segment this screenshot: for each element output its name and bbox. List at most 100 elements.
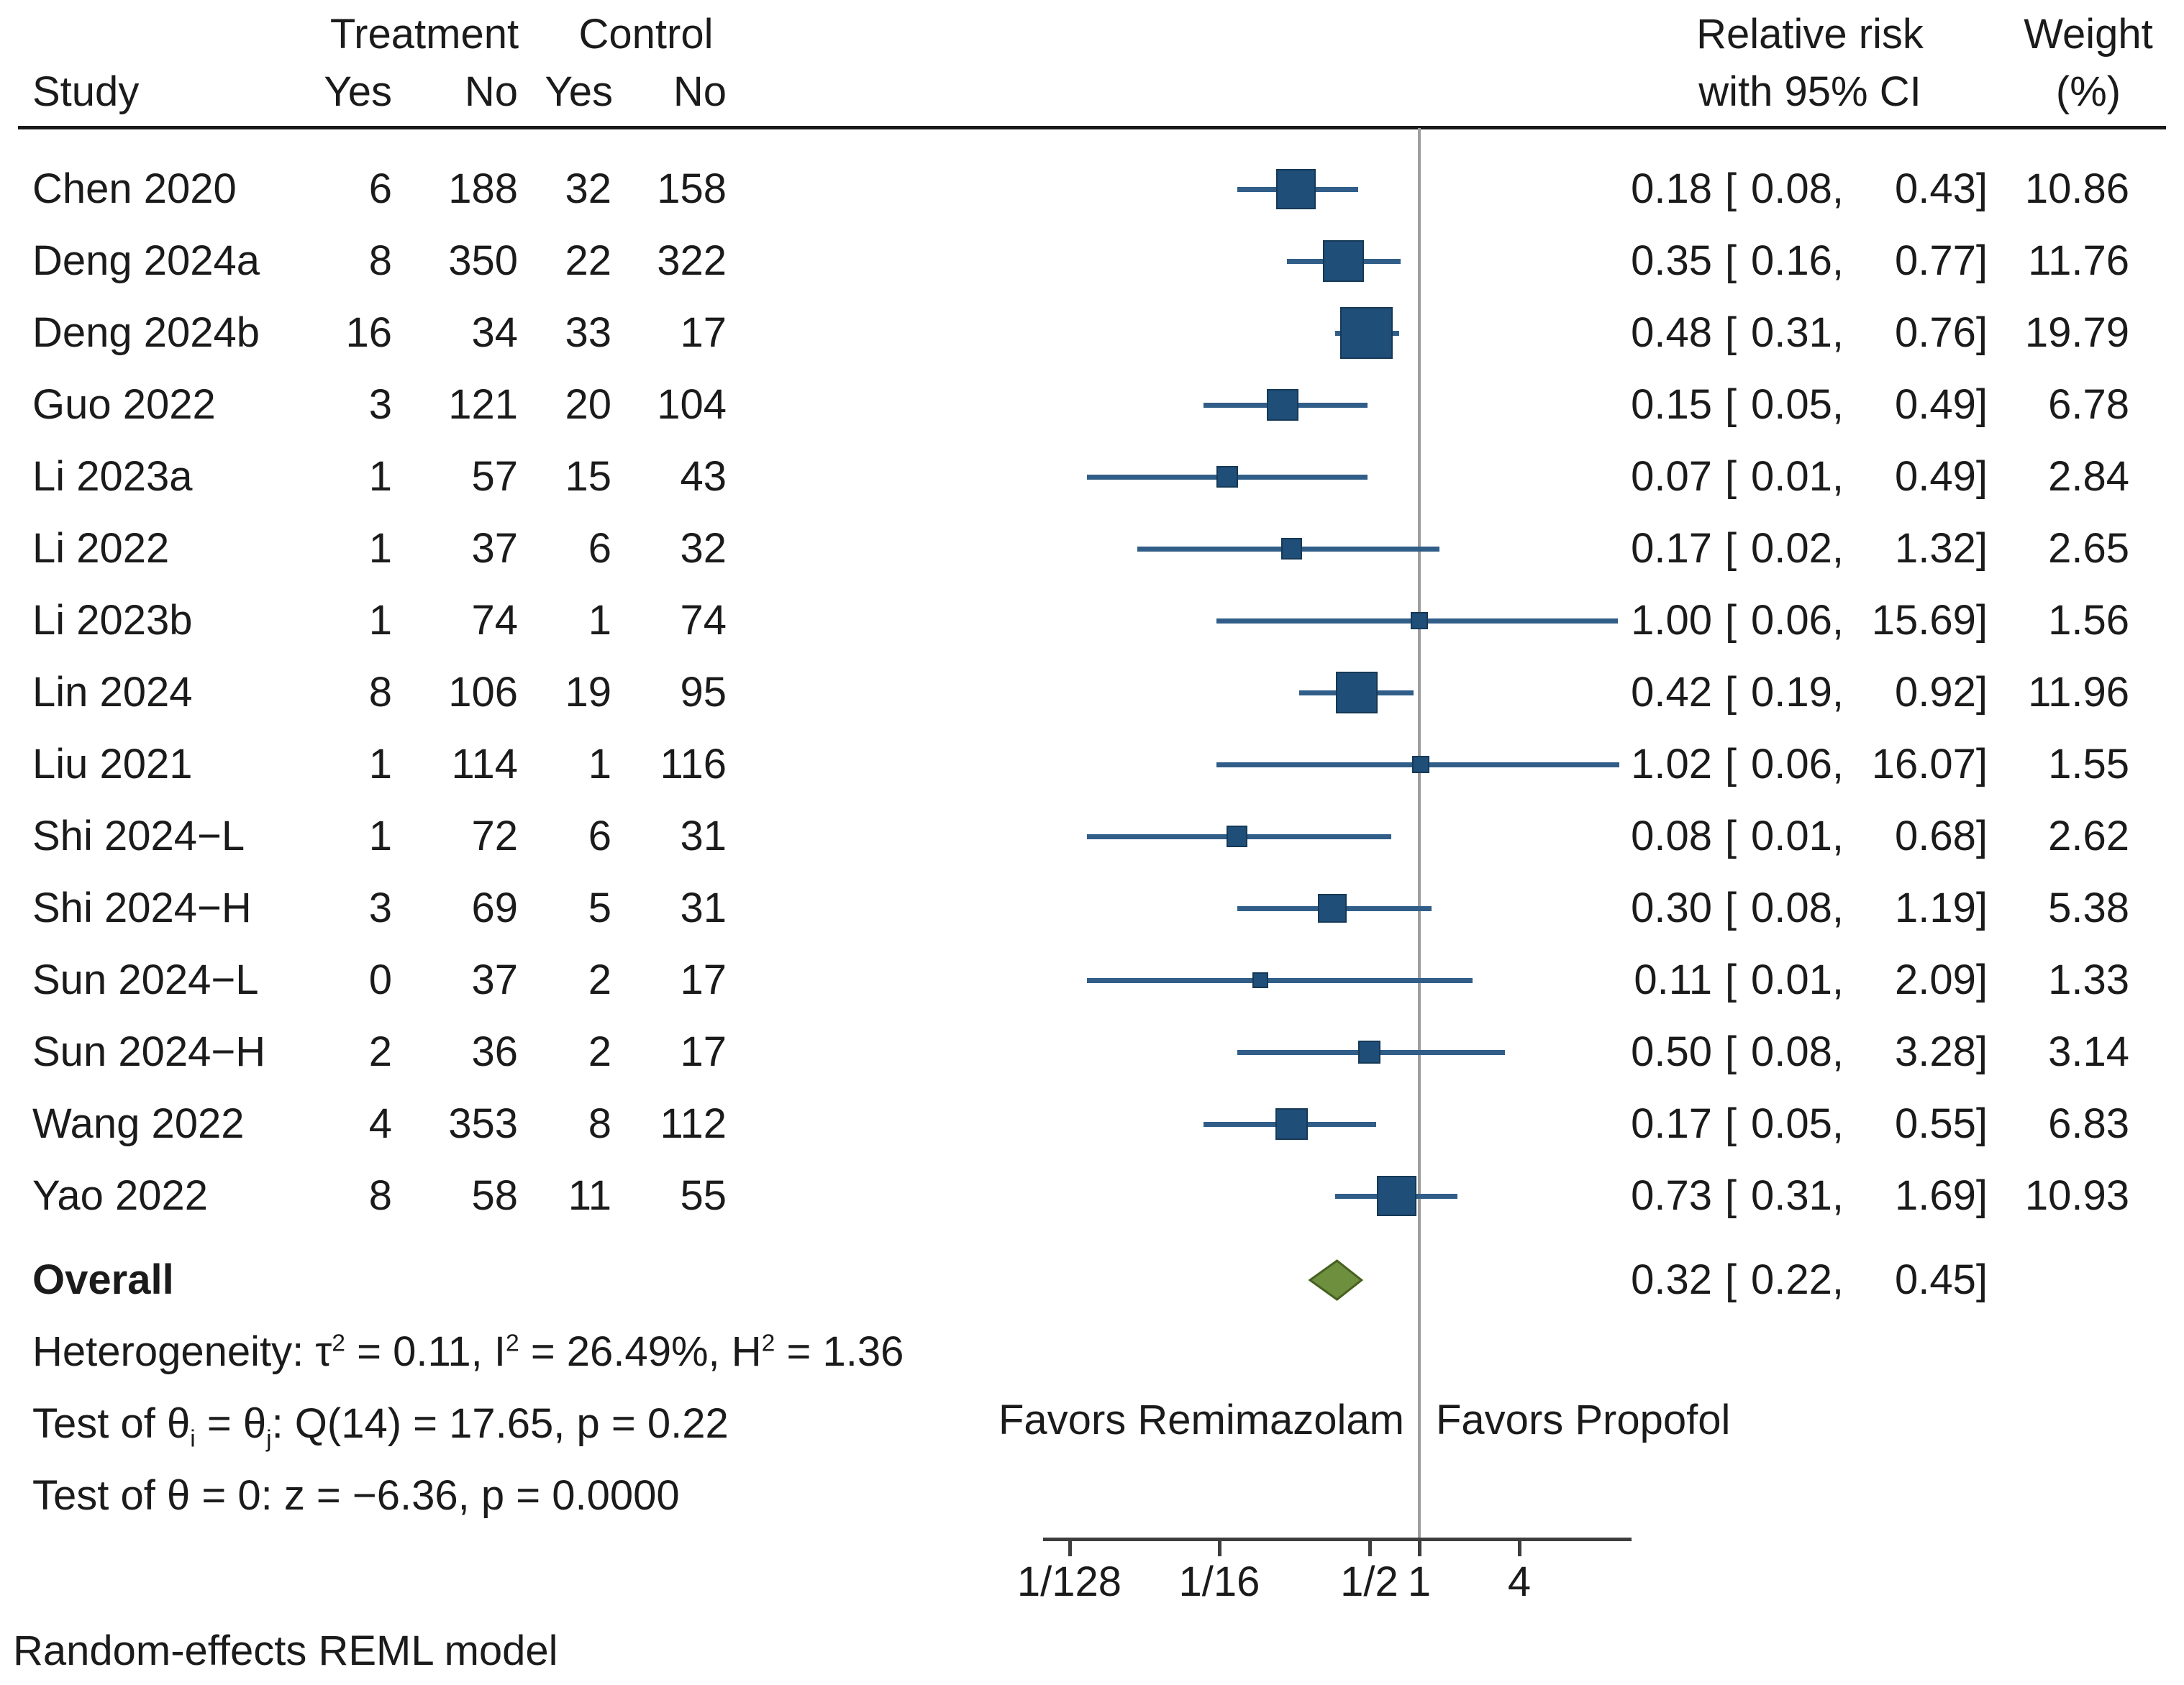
- ci-open-bracket: [: [1725, 165, 1737, 212]
- control-no-value: 17: [680, 956, 727, 1003]
- control-yes-value: 1: [588, 597, 611, 644]
- control-no-value: 55: [680, 1172, 727, 1219]
- treatment-no-value: 58: [471, 1172, 518, 1219]
- effect-square: [1282, 539, 1301, 558]
- control-no-value: 95: [680, 669, 727, 716]
- study-name: Deng 2024b: [32, 309, 260, 356]
- axis-tick: [1218, 1538, 1221, 1556]
- column-header-treatment: Treatment: [329, 11, 519, 58]
- overall-diamond-shape: [1308, 1259, 1364, 1301]
- ci-upper: 16.07]: [1871, 741, 1988, 787]
- treatment-yes-value: 1: [368, 813, 392, 859]
- ci-open-bracket: [: [1725, 1100, 1737, 1147]
- reference-line: [1418, 128, 1421, 1538]
- overall-diamond: [1308, 1259, 1364, 1301]
- treatment-no-value: 37: [471, 525, 518, 572]
- treatment-no-value: 37: [471, 956, 518, 1003]
- overall-ci-open-bracket: [: [1725, 1256, 1737, 1303]
- ci-lower: 0.19,: [1751, 669, 1844, 716]
- ci-lower: 0.01,: [1751, 453, 1844, 500]
- x-axis-line: [1043, 1538, 1632, 1541]
- weight-value: 3.14: [2048, 1028, 2129, 1075]
- weight-value: 11.76: [2028, 237, 2129, 284]
- ci-upper: 0.76]: [1895, 309, 1988, 356]
- control-yes-value: 2: [588, 956, 611, 1003]
- header-rule: [18, 126, 2166, 129]
- effect-square: [1228, 827, 1247, 846]
- treatment-no-value: 69: [471, 885, 518, 931]
- control-yes-value: 22: [565, 237, 611, 284]
- study-row: Sun 2024−L 0 37 2 17 0.11 [0.01, 2.09] 1.33: [0, 944, 2184, 1016]
- rr-estimate: 0.18: [1631, 165, 1712, 212]
- footnote-model: Random-effects REML model: [13, 1627, 558, 1674]
- ci-lower: 0.08,: [1751, 885, 1844, 931]
- ci-lower: 0.01,: [1751, 813, 1844, 859]
- ci-upper: 2.09]: [1895, 956, 1988, 1003]
- ci-upper: 0.92]: [1895, 669, 1988, 716]
- rr-estimate: 0.17: [1631, 525, 1712, 572]
- treatment-no-value: 36: [471, 1028, 518, 1075]
- ci-upper: 0.49]: [1895, 381, 1988, 428]
- study-name: Wang 2022: [32, 1100, 245, 1147]
- study-row: Shi 2024−L 1 72 6 31 0.08 [0.01, 0.68] 2.62: [0, 800, 2184, 872]
- overall-label: Overall: [32, 1256, 174, 1303]
- rr-estimate: 1.00: [1631, 597, 1712, 644]
- rr-estimate: 0.35: [1631, 237, 1712, 284]
- control-no-value: 158: [657, 165, 727, 212]
- ci-lower: 0.05,: [1751, 381, 1844, 428]
- study-row: Liu 2021 1 114 1 116 1.02 [0.06, 16.07] 1.55: [0, 729, 2184, 800]
- ci-open-bracket: [: [1725, 885, 1737, 931]
- ci-upper: 1.69]: [1895, 1172, 1988, 1219]
- ci-upper: 1.19]: [1895, 885, 1988, 931]
- study-name: Shi 2024−H: [32, 885, 252, 931]
- treatment-yes-value: 1: [368, 453, 392, 500]
- weight-value: 2.65: [2048, 525, 2129, 572]
- ci-open-bracket: [: [1725, 525, 1737, 572]
- ci-upper: 0.43]: [1895, 165, 1988, 212]
- treatment-yes-value: 1: [368, 525, 392, 572]
- column-header-control: Control: [578, 11, 714, 58]
- control-no-value: 74: [680, 597, 727, 644]
- study-row: Deng 2024b 16 34 33 17 0.48 [0.31, 0.76] 19.79: [0, 297, 2184, 369]
- ci-upper: 3.28]: [1895, 1028, 1988, 1075]
- text-segment: : Q(14) = 17.65, p = 0.22: [271, 1400, 729, 1447]
- treatment-no-value: 72: [471, 813, 518, 859]
- ci-lower: 0.01,: [1751, 956, 1844, 1003]
- effect-square: [1319, 895, 1346, 921]
- weight-value: 6.83: [2048, 1100, 2129, 1147]
- control-no-value: 112: [660, 1100, 727, 1147]
- column-header-weight-pct: (%): [2055, 68, 2121, 115]
- treatment-yes-value: 3: [368, 885, 392, 931]
- axis-tick: [1418, 1538, 1421, 1556]
- study-name: Guo 2022: [32, 381, 216, 428]
- ci-lower: 0.08,: [1751, 1028, 1844, 1075]
- axis-tick: [1368, 1538, 1372, 1556]
- rr-estimate: 0.15: [1631, 381, 1712, 428]
- effect-square: [1412, 613, 1427, 628]
- ci-lower: 0.02,: [1751, 525, 1844, 572]
- control-no-value: 31: [680, 885, 727, 931]
- treatment-yes-value: 0: [368, 956, 392, 1003]
- treatment-no-value: 57: [471, 453, 518, 500]
- rr-estimate: 0.30: [1631, 885, 1712, 931]
- study-row: Lin 2024 8 106 19 95 0.42 [0.19, 0.92] 11.96: [0, 657, 2184, 729]
- weight-value: 10.93: [2024, 1172, 2129, 1219]
- control-no-value: 43: [680, 453, 727, 500]
- axis-tick-label: 4: [1507, 1558, 1532, 1605]
- ci-open-bracket: [: [1725, 309, 1737, 356]
- study-row: Li 2023b 1 74 1 74 1.00 [0.06, 15.69] 1.56: [0, 585, 2184, 657]
- control-no-value: 322: [657, 237, 727, 284]
- axis-tick: [1518, 1538, 1521, 1556]
- effect-square: [1277, 1109, 1306, 1139]
- axis-tick-label: 1/128: [1016, 1558, 1122, 1605]
- ci-lower: 0.31,: [1751, 309, 1844, 356]
- text-segment: 2: [506, 1330, 519, 1357]
- treatment-no-value: 34: [471, 309, 518, 356]
- effect-square: [1378, 1177, 1416, 1215]
- effect-square: [1277, 170, 1314, 208]
- control-yes-value: 2: [588, 1028, 611, 1075]
- study-name: Li 2022: [32, 525, 170, 572]
- stat-test-q: Test of θi = θj: Q(14) = 17.65, p = 0.22: [32, 1388, 729, 1460]
- control-yes-value: 32: [565, 165, 611, 212]
- ci-open-bracket: [: [1725, 741, 1737, 787]
